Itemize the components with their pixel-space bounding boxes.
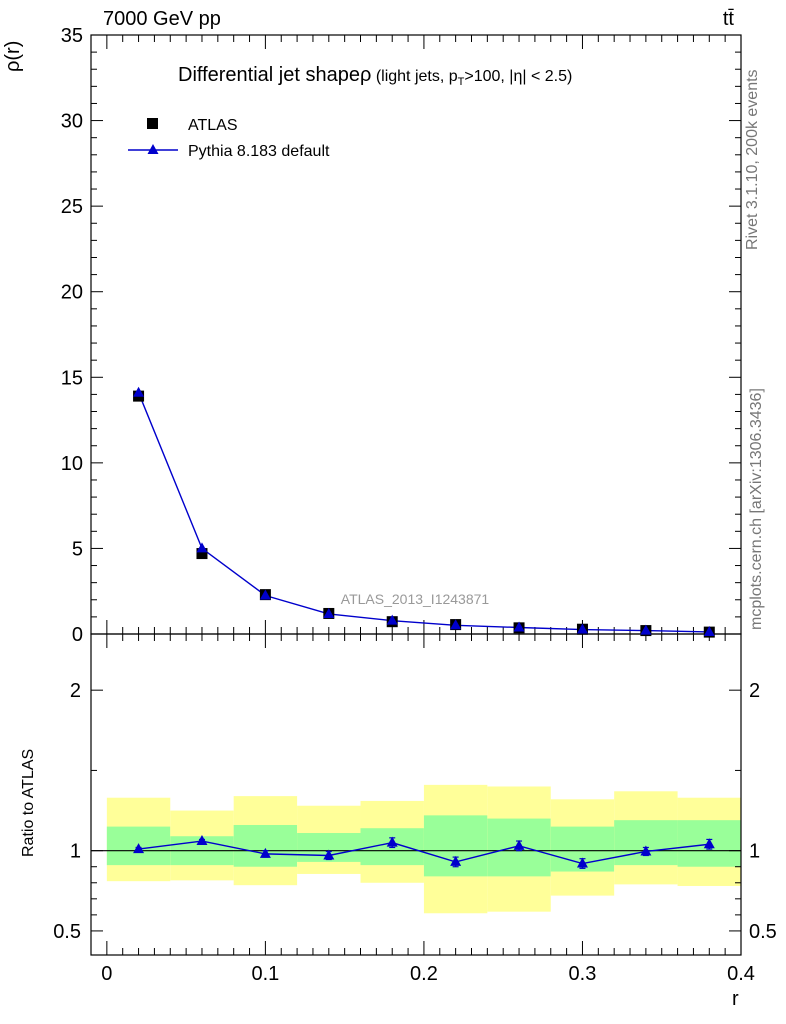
band-green-8	[614, 820, 678, 866]
legend-atlas-label: ATLAS	[188, 117, 238, 134]
plot-title-sub: (light jets, pT>100, |η| < 2.5)	[375, 68, 573, 89]
bottom-xtick-label: 0	[101, 963, 112, 985]
legend-pythia-marker	[147, 144, 159, 154]
ratio-point	[450, 855, 462, 866]
top-ytick-label: 20	[61, 282, 83, 304]
ratio-point	[323, 849, 335, 860]
bottom-xtick-label: 0.4	[727, 963, 755, 985]
band-green-2	[233, 824, 298, 867]
bottom-ytick-label-right: 2	[749, 680, 760, 702]
top-ytick-label: 15	[61, 367, 83, 389]
analysis-watermark: ATLAS_2013_I1243871	[341, 591, 490, 607]
pythia-point	[450, 619, 462, 630]
plot-title: Differential jet shapeρ (light jets, pT>…	[178, 64, 572, 88]
rivet-version-label: Rivet 3.1.10, 200k events	[744, 69, 761, 250]
ratio-line	[138, 840, 710, 865]
bottom-xtick-label: 0.3	[569, 963, 597, 985]
bottom-ytick-label-right: 0.5	[749, 921, 777, 943]
bottom-ytick-label: 0.5	[53, 921, 81, 943]
top-ytick-label: 30	[61, 111, 83, 133]
bottom-xtick-label: 0.2	[410, 963, 438, 985]
ratio-point	[703, 838, 715, 849]
pythia-point	[703, 625, 715, 636]
pythia-point	[323, 607, 335, 618]
pythia-line	[137, 392, 710, 633]
ratio-point	[640, 845, 652, 856]
ratio-point	[133, 843, 145, 854]
pythia-point	[386, 614, 398, 625]
process-label: tt̄	[722, 8, 734, 30]
pythia-point	[640, 624, 652, 635]
beam-label: 7000 GeV pp	[103, 8, 221, 30]
top-ylabel: ρ(r)	[2, 40, 24, 72]
pythia-point	[259, 589, 271, 600]
top-ytick-label: 35	[61, 25, 83, 47]
pythia-point	[133, 386, 145, 397]
bottom-xtick-label: 0.1	[251, 963, 279, 985]
bottom-ylabel: Ratio to ATLAS	[20, 748, 37, 857]
bottom-plot-frame	[90, 633, 742, 956]
atlas-point	[196, 548, 208, 560]
ratio-point	[576, 857, 588, 868]
plot-title-main: Differential jet shape	[178, 64, 360, 86]
pythia-point	[196, 542, 208, 553]
legend-pythia-label: Pythia 8.183 default	[188, 143, 330, 160]
ratio-point	[386, 836, 398, 847]
legend-atlas-marker	[147, 118, 158, 129]
pythia-point	[513, 621, 525, 632]
top-ytick-label: 25	[61, 196, 83, 218]
top-ytick-label: 10	[61, 453, 83, 475]
ratio-point	[196, 835, 208, 846]
bottom-ytick-label-right: 1	[749, 841, 760, 863]
top-ytick-label: 0	[72, 624, 83, 646]
top-ytick-label: 5	[72, 538, 83, 560]
plot-title-symbol: ρ	[359, 64, 372, 86]
ratio-point	[259, 847, 271, 858]
pythia-point	[576, 623, 588, 634]
bottom-xlabel: r	[732, 988, 739, 1010]
ratio-point	[513, 839, 525, 850]
bottom-ytick-label: 1	[70, 841, 81, 863]
bottom-ytick-label: 2	[70, 680, 81, 702]
mcplots-label: mcplots.cern.ch [arXiv:1306.3436]	[748, 388, 765, 630]
